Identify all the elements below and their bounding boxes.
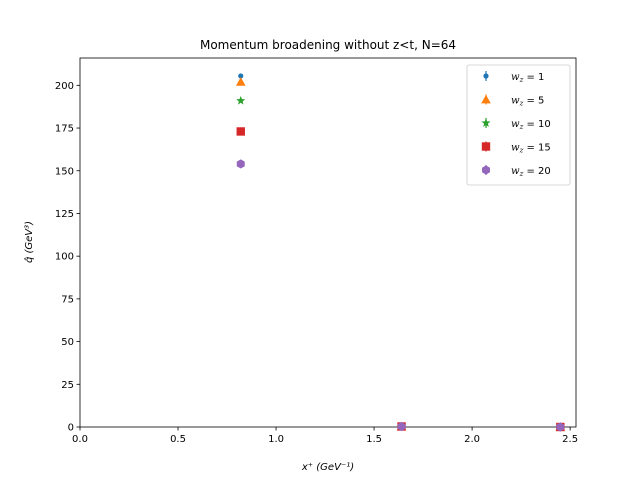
y-tick-label: 175 [55,124,74,135]
y-tick-label: 150 [55,166,74,177]
legend: wz = 1 wz = 5 wz = 10 wz = 15 wz = 20 [466,64,571,186]
y-tick-label: 50 [61,337,74,348]
data-point [236,127,245,136]
y-tick-label: 25 [61,380,74,391]
legend-box [466,64,571,186]
x-tick-label: 2.0 [464,434,480,445]
data-point [236,95,246,105]
legend-label: wz = 10 [511,119,551,131]
x-tick-label: 0.5 [170,434,186,445]
y-tick-label: 75 [61,294,74,305]
plot-area: 0.0 0.5 1.0 1.5 2.0 2.5 0 25 50 75 100 125 150 175 200 [55,57,578,445]
x-tick-label: 1.5 [366,434,382,445]
data-point [235,77,246,86]
y-tick-label: 200 [55,81,74,92]
legend-label: wz = 1 [511,72,544,84]
y-tick-label: 0 [68,423,74,434]
legend-marker [483,73,489,79]
y-axis-title: q̂ (GeV³) [23,221,35,263]
x-axis-title: x⁺ (GeV⁻¹) [301,462,354,473]
data-point [238,73,244,79]
legend-marker [482,165,490,175]
data-point [397,421,406,432]
legend-label: wz = 15 [511,143,551,155]
data-point [556,422,565,432]
legend-label: wz = 20 [511,166,551,178]
y-tick-label: 100 [55,252,74,263]
data-point [236,159,245,169]
legend-marker [481,142,491,151]
legend-label: wz = 5 [511,96,544,108]
x-tick-label: 0.0 [72,434,88,445]
x-tick-label: 1.0 [268,434,284,445]
legend-marker [481,94,491,104]
y-tick-label: 125 [55,209,74,220]
legend-marker [481,118,491,127]
axes-frame [79,57,577,428]
x-tick-label: 2.5 [562,434,578,445]
chart-title: Momentum broadening without z<t, N=64 [200,38,456,52]
